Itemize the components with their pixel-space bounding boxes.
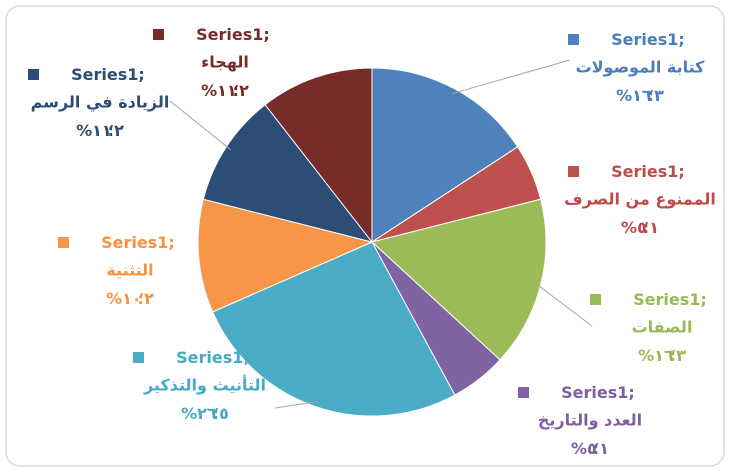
data-label-values: ٣؛١٦%	[638, 346, 686, 365]
percent-label: ٢٦%	[181, 404, 217, 423]
legend-key	[590, 294, 601, 305]
separator: ;	[700, 290, 706, 309]
data-label-values: ٢؛١٠%	[106, 289, 154, 308]
percent-label: ١٦%	[616, 86, 652, 105]
pie-slice	[371, 67, 519, 243]
series-name: Series1	[196, 25, 263, 44]
data-label-category: الصفات	[632, 318, 693, 337]
data-label-series: Series1;	[196, 25, 270, 44]
legend-key	[133, 352, 144, 363]
separator: ;	[628, 383, 634, 402]
pie-slice	[264, 67, 373, 244]
data-label-category: التأنيث والتذكير	[143, 375, 266, 395]
separator: ;	[138, 65, 144, 84]
separator: ;	[678, 162, 684, 181]
value-label: ٣	[654, 86, 664, 105]
data-label-series: Series1;	[633, 290, 707, 309]
data-label-series: Series1;	[176, 348, 250, 367]
series-name: Series1	[71, 65, 138, 84]
legend-key	[153, 29, 164, 40]
percent-label: ٥%	[571, 439, 597, 458]
data-label-series: Series1;	[71, 65, 145, 84]
separator: ;	[168, 233, 174, 252]
separator: ؛	[233, 81, 239, 100]
data-label-series: Series1;	[611, 30, 685, 49]
series-name: Series1	[611, 162, 678, 181]
value-label: ٣	[676, 346, 686, 365]
legend-key	[568, 166, 579, 177]
legend-key	[518, 387, 529, 398]
data-label-series: Series1;	[101, 233, 175, 252]
data-label-category: التثنية	[106, 261, 153, 280]
data-label-values: ١؛٥%	[621, 218, 659, 237]
data-label-series: Series1;	[561, 383, 635, 402]
series-name: Series1	[561, 383, 628, 402]
value-label: ٢	[239, 81, 249, 100]
data-label-category: العدد والتاريخ	[538, 411, 642, 430]
legend-key	[568, 34, 579, 45]
percent-label: ١٦%	[638, 346, 674, 365]
value-label: ٢	[114, 121, 124, 140]
data-label-values: ٣؛١٦%	[616, 86, 664, 105]
separator: ؛	[108, 121, 114, 140]
legend-key	[28, 69, 39, 80]
series-name: Series1	[101, 233, 168, 252]
separator: ؛	[648, 86, 654, 105]
pie-slice	[197, 198, 374, 313]
percent-label: ١٠%	[106, 289, 142, 308]
separator: ؛	[593, 439, 599, 458]
series-name: Series1	[611, 30, 678, 49]
separator: ؛	[670, 346, 676, 365]
leader-line	[274, 401, 318, 409]
percent-label: ٥%	[621, 218, 647, 237]
percent-label: ١١%	[201, 81, 237, 100]
data-label-category: كتابة الموصولات	[576, 58, 706, 77]
separator: ؛	[213, 404, 219, 423]
data-label-values: ٢؛١١%	[201, 81, 249, 100]
pie-slice	[370, 198, 547, 361]
value-label: ١	[599, 439, 609, 458]
percent-label: ١١%	[76, 121, 112, 140]
leader-line	[169, 100, 232, 151]
data-label-values: ٢؛١١%	[76, 121, 124, 140]
value-label: ٢	[144, 289, 154, 308]
separator: ;	[678, 30, 684, 49]
separator: ؛	[138, 289, 144, 308]
legend-key	[58, 237, 69, 248]
value-label: ٥	[219, 404, 229, 423]
data-label-category: الهجاء	[201, 53, 249, 72]
data-label-values: ١؛٥%	[571, 439, 609, 458]
separator: ;	[263, 25, 269, 44]
separator: ؛	[643, 218, 649, 237]
data-label-category: الزيادة في الرسم	[31, 93, 170, 113]
data-label-values: ٥؛٢٦%	[181, 404, 229, 423]
series-name: Series1	[633, 290, 700, 309]
leader-line	[535, 283, 593, 327]
series-name: Series1	[176, 348, 243, 367]
data-label-category: الممنوع من الصرف	[564, 190, 716, 209]
leader-line	[452, 59, 571, 95]
data-label-series: Series1;	[611, 162, 685, 181]
separator: ;	[243, 348, 249, 367]
value-label: ١	[649, 218, 659, 237]
